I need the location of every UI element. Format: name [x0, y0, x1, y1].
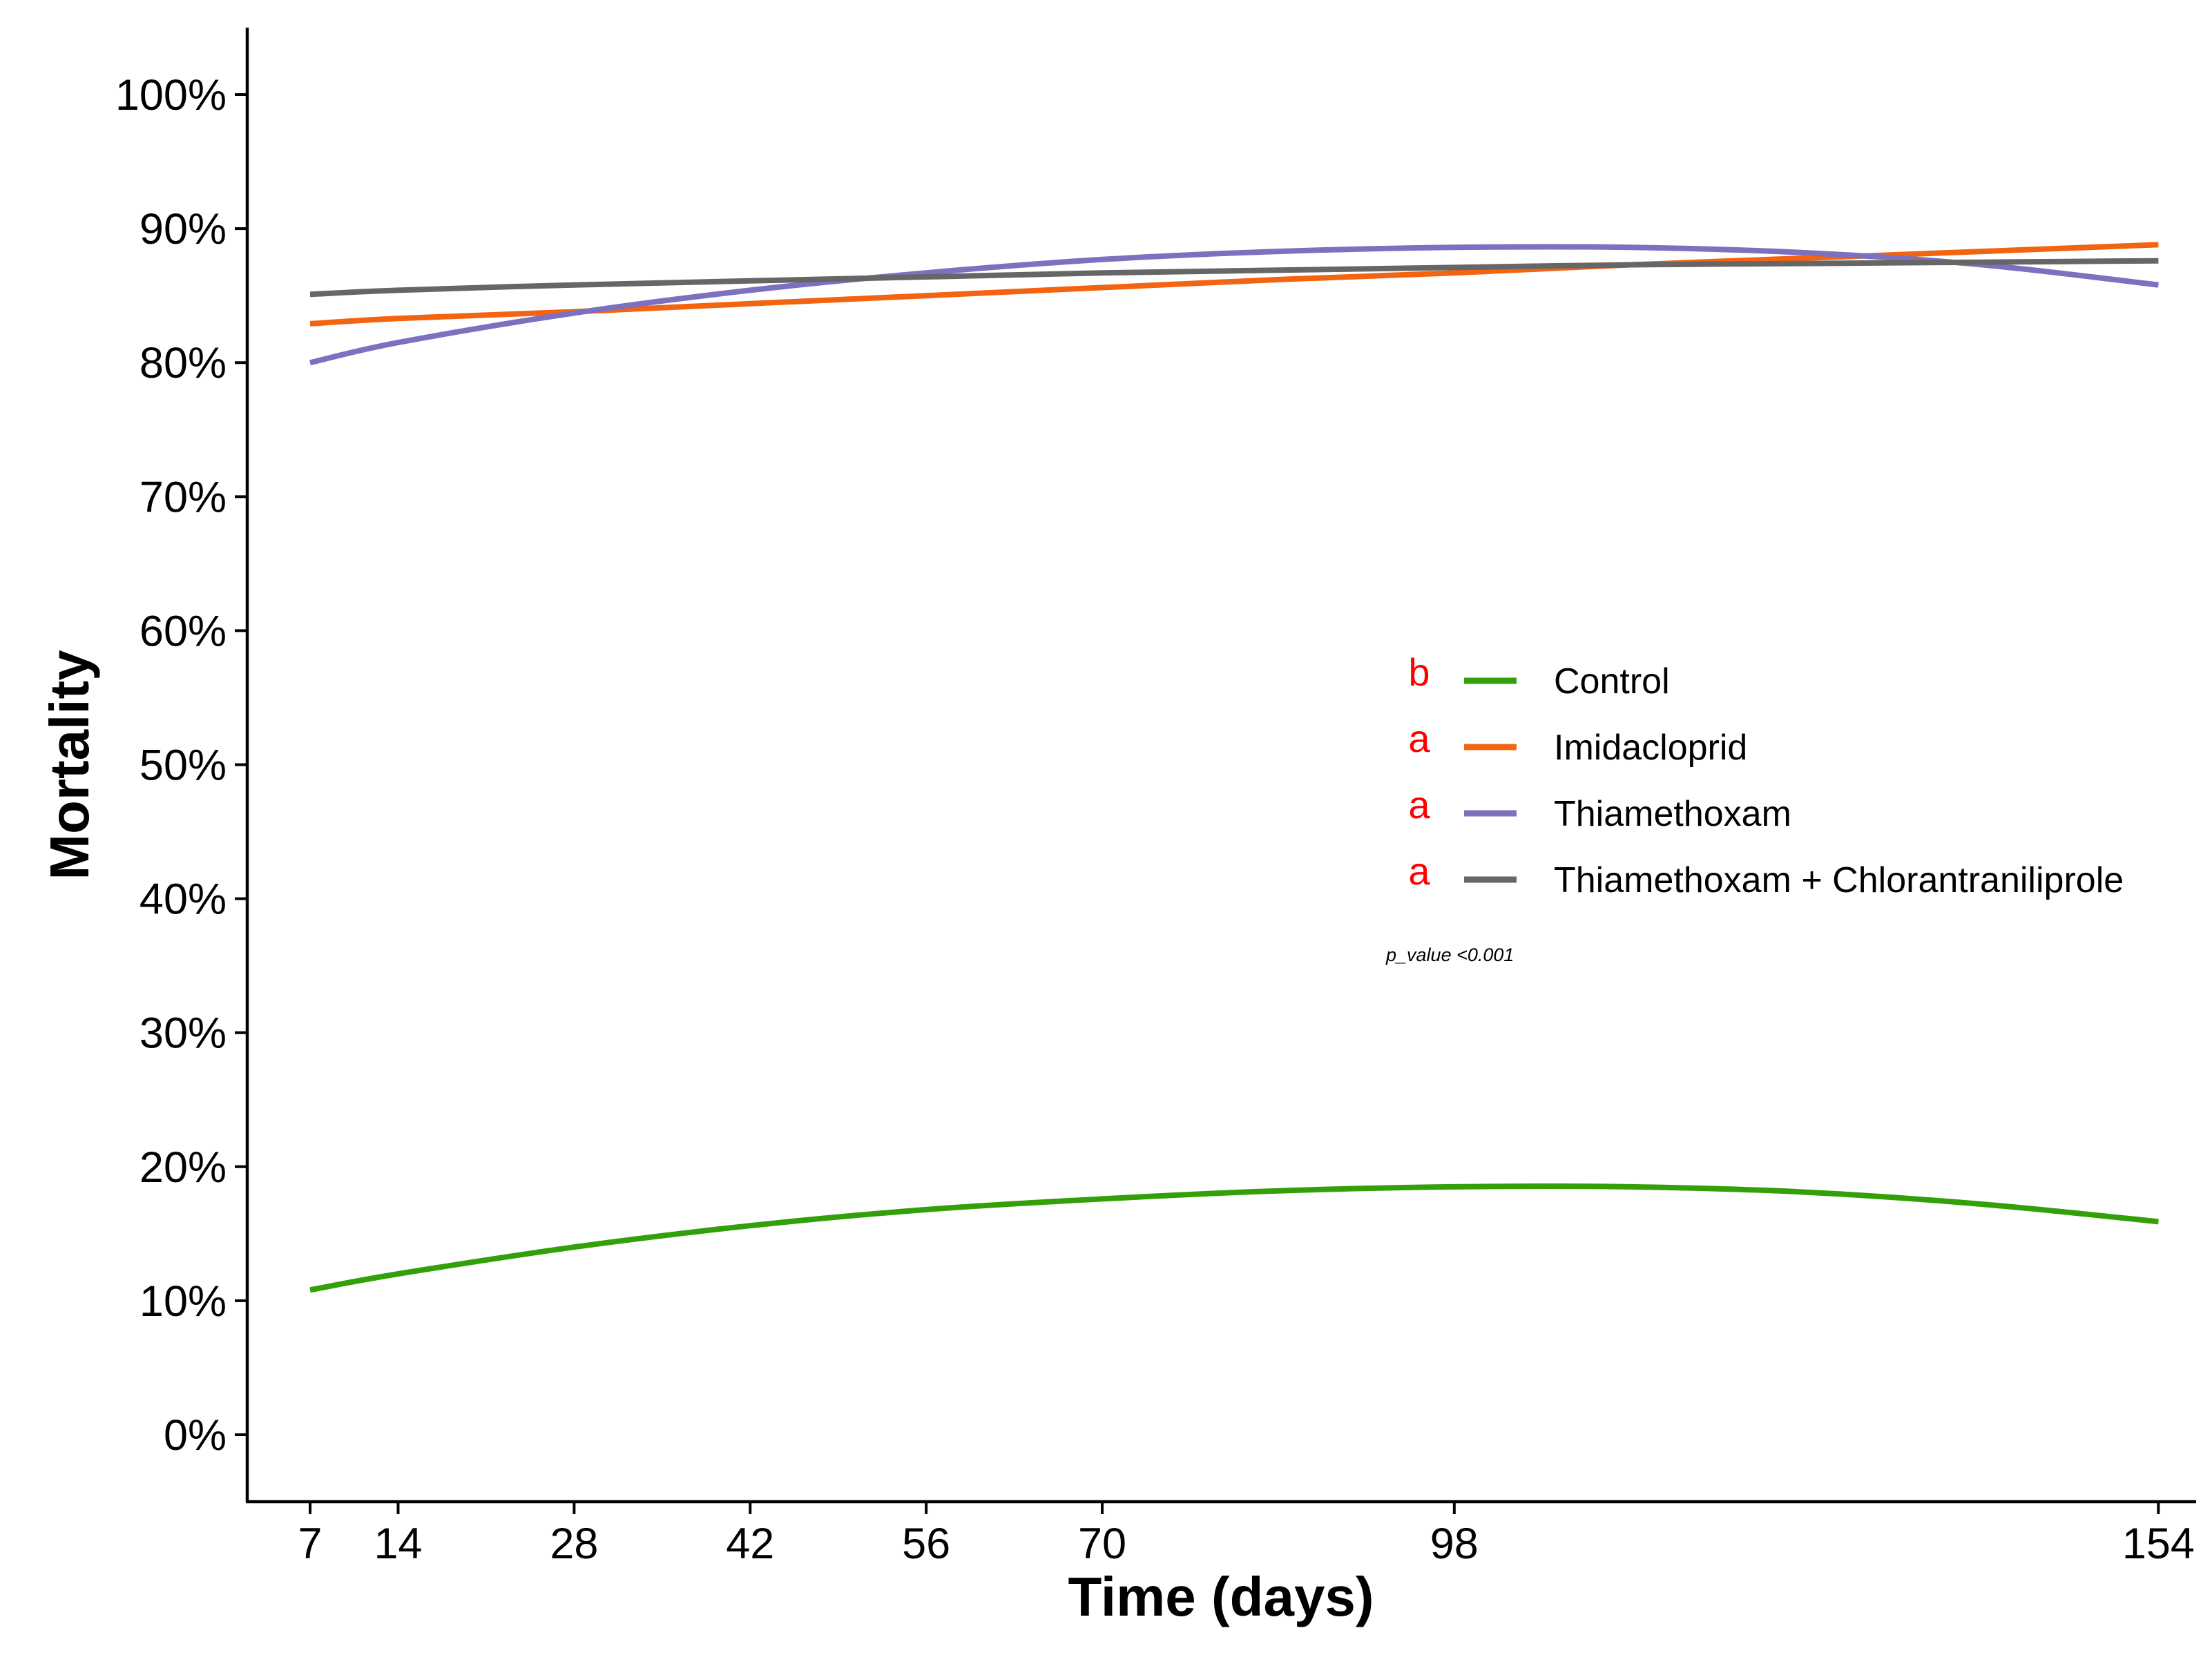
legend-item-control: b Control	[1408, 650, 1669, 701]
series-line-thiamethoxam-chlorantraniliprole	[309, 258, 2159, 298]
significance-letter-control: b	[1408, 650, 1430, 694]
legend-label-control: Control	[1554, 661, 1670, 701]
x-tick-label: 14	[374, 1520, 422, 1568]
legend-label-imidacloprid: Imidacloprid	[1554, 728, 1747, 768]
y-axis-title: Mortality	[39, 650, 100, 880]
y-axis-ticks: 0% 10% 20% 30% 40% 50% 60% 70% 80% 90% 100%	[115, 71, 247, 1460]
series-line-control	[309, 1183, 2159, 1293]
series-line-thiamethoxam	[309, 244, 2159, 366]
p-value-annotation: p_value <0.001	[1385, 945, 1514, 965]
x-tick-label: 98	[1430, 1520, 1479, 1568]
y-tick-label: 70%	[140, 473, 227, 521]
x-tick-label: 56	[902, 1520, 950, 1568]
y-tick-label: 30%	[140, 1009, 227, 1058]
legend: b Control a Imidacloprid a Thiamethoxam …	[1408, 650, 2124, 900]
significance-letter-imidacloprid: a	[1408, 717, 1430, 760]
x-tick-label: 28	[550, 1520, 598, 1568]
x-axis-title: Time (days)	[1068, 1566, 1374, 1627]
x-tick-label: 7	[298, 1520, 323, 1568]
y-tick-label: 50%	[140, 742, 227, 790]
y-tick-label: 40%	[140, 875, 227, 924]
x-tick-label: 70	[1078, 1520, 1126, 1568]
significance-letter-thiamethoxam-chlorantraniliprole: a	[1408, 849, 1430, 893]
y-tick-label: 100%	[115, 71, 227, 119]
y-tick-label: 60%	[140, 607, 227, 655]
legend-item-thiamethoxam: a Thiamethoxam	[1408, 783, 1791, 834]
significance-letter-thiamethoxam: a	[1408, 783, 1430, 826]
y-tick-label: 80%	[140, 339, 227, 387]
y-tick-label: 0%	[164, 1411, 227, 1460]
legend-item-thiamethoxam-chlorantraniliprole: a Thiamethoxam + Chlorantraniliprole	[1408, 849, 2124, 900]
x-tick-label: 154	[2122, 1520, 2195, 1568]
series-lines	[309, 242, 2159, 1293]
x-tick-label: 42	[726, 1520, 774, 1568]
y-tick-label: 10%	[140, 1277, 227, 1326]
x-axis-ticks: 7 14 28 42 56 70 98 154	[298, 1502, 2195, 1568]
legend-label-thiamethoxam: Thiamethoxam	[1554, 794, 1791, 834]
y-tick-label: 90%	[140, 205, 227, 253]
legend-label-thiamethoxam-chlorantraniliprole: Thiamethoxam + Chlorantraniliprole	[1554, 860, 2124, 900]
legend-item-imidacloprid: a Imidacloprid	[1408, 717, 1747, 768]
y-tick-label: 20%	[140, 1143, 227, 1192]
